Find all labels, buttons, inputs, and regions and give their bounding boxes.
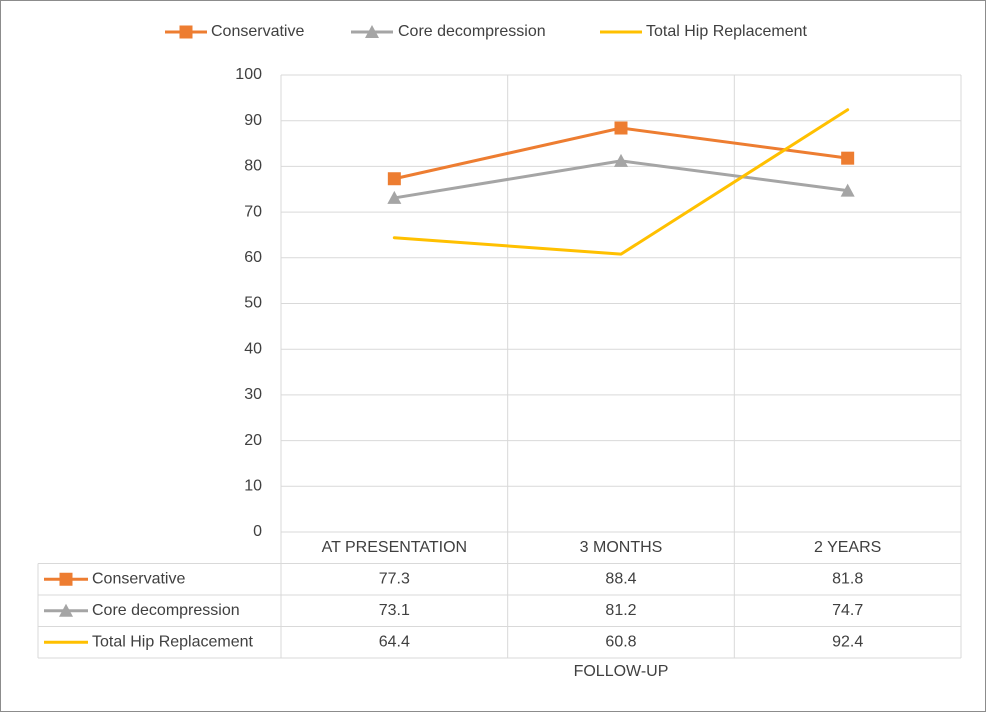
table-value-cell: 74.7 xyxy=(832,602,863,619)
table-row xyxy=(44,603,88,617)
series-core-decompression xyxy=(387,153,855,204)
data-point-marker xyxy=(840,183,855,197)
series-line xyxy=(392,108,850,256)
x-category-label: 2 YEARS xyxy=(814,539,881,556)
table-value-cell: 64.4 xyxy=(379,633,410,650)
table-value-cell: 81.8 xyxy=(832,570,863,587)
gridlines xyxy=(37,74,962,659)
legend-marker xyxy=(365,25,379,38)
x-axis-title: FOLLOW-UP xyxy=(574,663,669,680)
y-tick-label: 100 xyxy=(235,66,262,83)
table-value-cell: 92.4 xyxy=(832,633,863,650)
data-point-marker xyxy=(614,153,628,167)
table-value-cell: 60.8 xyxy=(605,633,636,650)
table-series-name: Conservative xyxy=(92,570,185,587)
legend-marker xyxy=(179,25,193,39)
legend-label: Total Hip Replacement xyxy=(646,23,808,40)
legend-label: Core decompression xyxy=(398,23,546,40)
y-tick-label: 40 xyxy=(244,340,262,357)
series-conservative xyxy=(387,121,855,186)
y-tick-label: 80 xyxy=(244,158,262,175)
y-tick-label: 50 xyxy=(244,295,262,312)
table-row xyxy=(44,572,88,586)
table-value-cell: 73.1 xyxy=(379,602,410,619)
data-point-marker xyxy=(387,190,402,204)
table-value-cell: 77.3 xyxy=(379,570,410,587)
table-value-cell: 88.4 xyxy=(605,570,636,587)
table-series-name: Core decompression xyxy=(92,602,240,619)
data-point-marker xyxy=(387,172,401,186)
x-category-label: 3 MONTHS xyxy=(580,539,663,556)
y-tick-label: 20 xyxy=(244,432,262,449)
y-tick-label: 0 xyxy=(253,523,262,540)
table-value-cell: 81.2 xyxy=(605,602,636,619)
data-point-marker xyxy=(614,121,628,135)
series-total-hip-replacement xyxy=(392,108,850,256)
y-tick-label: 10 xyxy=(244,478,262,495)
legend: Conservative Core decompression Total Hip … xyxy=(165,23,808,40)
y-tick-label: 60 xyxy=(244,249,262,266)
y-tick-label: 70 xyxy=(244,203,262,220)
y-tick-label: 90 xyxy=(244,112,262,129)
y-tick-label: 30 xyxy=(244,386,262,403)
table-series-name: Total Hip Replacement xyxy=(92,633,254,650)
table-legend-marker xyxy=(59,572,73,586)
x-category-label: AT PRESENTATION xyxy=(322,539,468,556)
legend-label: Conservative xyxy=(211,23,304,40)
table-legend-marker xyxy=(59,603,73,617)
data-point-marker xyxy=(841,151,855,165)
